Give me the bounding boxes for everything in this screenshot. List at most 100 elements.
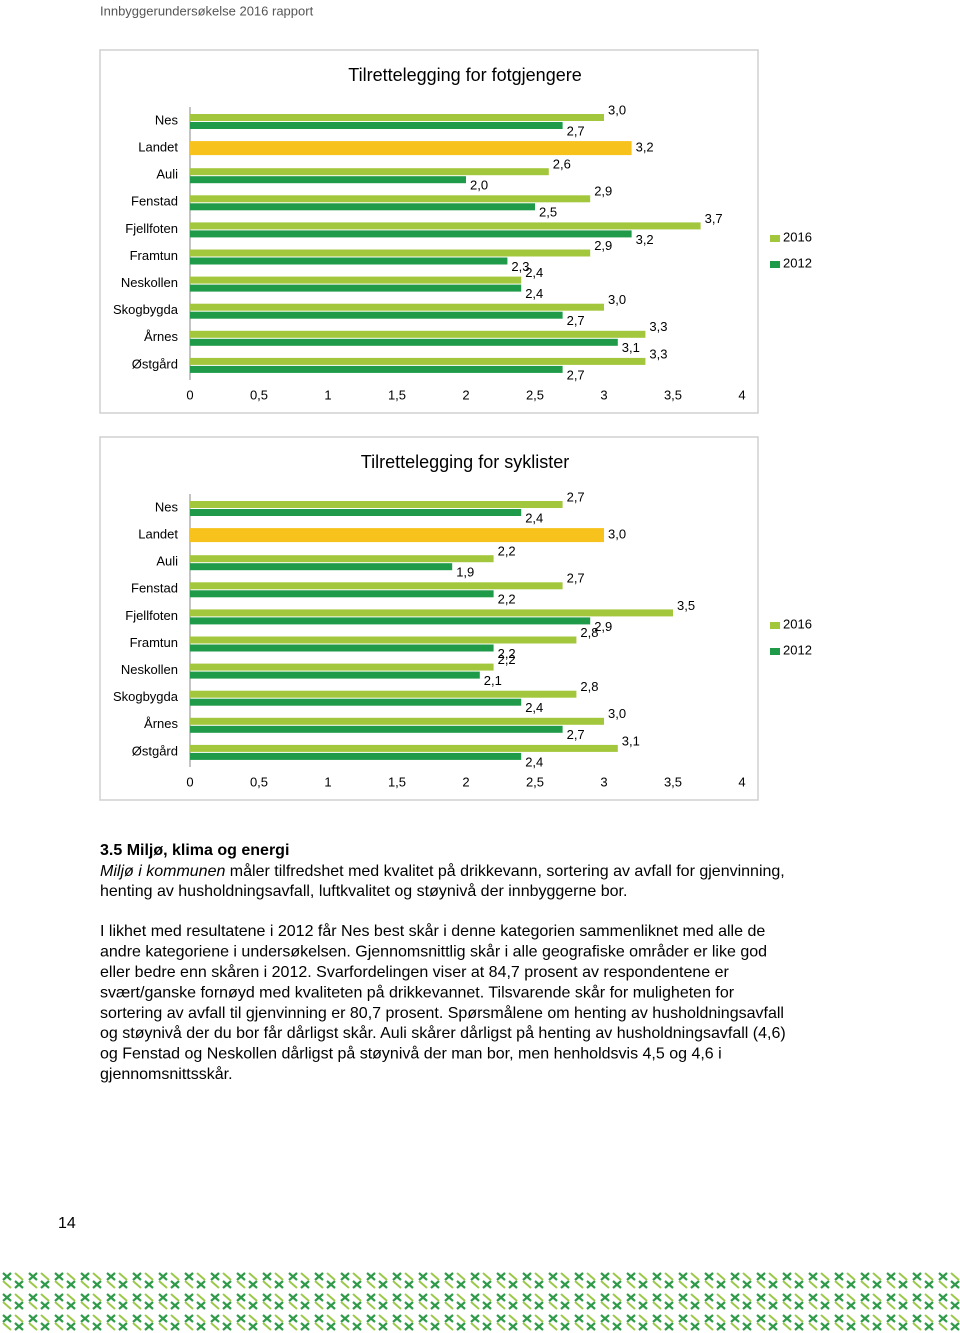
- bar: [190, 257, 508, 265]
- x-tick-label: 1,5: [388, 387, 406, 402]
- bar: [190, 582, 563, 590]
- chart-title: Tilrettelegging for syklister: [361, 452, 569, 472]
- value-label: 2,4: [525, 265, 543, 280]
- value-label: 3,0: [608, 102, 626, 117]
- bar: [190, 717, 604, 725]
- bar: [190, 311, 563, 319]
- bar: [190, 617, 591, 625]
- value-label: 2,2: [498, 592, 516, 607]
- chart-title: Tilrettelegging for fotgjengere: [348, 65, 581, 85]
- bar: [190, 555, 494, 563]
- category-label: Nes: [155, 499, 179, 514]
- value-label: 2,2: [498, 646, 516, 661]
- x-tick-label: 0,5: [250, 387, 268, 402]
- body-line: og Fenstad og Neskollen dårligst på støy…: [100, 1045, 722, 1063]
- legend-label: 2016: [783, 229, 812, 244]
- page-number: 14: [58, 1215, 76, 1232]
- legend-swatch: [770, 235, 780, 242]
- category-label: Nes: [155, 112, 179, 127]
- bar: [190, 141, 632, 156]
- value-label: 2,2: [498, 544, 516, 559]
- bar: [190, 663, 494, 671]
- bar: [190, 528, 604, 543]
- value-label: 3,0: [608, 706, 626, 721]
- value-label: 3,2: [636, 140, 654, 155]
- value-label: 2,4: [525, 700, 543, 715]
- bar: [190, 725, 563, 733]
- category-label: Framtun: [130, 248, 178, 263]
- x-tick-label: 2: [462, 387, 469, 402]
- x-tick-label: 2,5: [526, 774, 544, 789]
- value-label: 3,3: [649, 346, 667, 361]
- bar: [190, 303, 604, 311]
- bar: [190, 690, 577, 698]
- category-label: Neskollen: [121, 275, 178, 290]
- legend-label: 2012: [783, 642, 812, 657]
- category-label: Fenstad: [131, 194, 178, 209]
- x-tick-label: 3: [600, 387, 607, 402]
- value-label: 3,1: [622, 340, 640, 355]
- category-label: Framtun: [130, 635, 178, 650]
- legend-label: 2016: [783, 616, 812, 631]
- category-label: Årnes: [144, 329, 178, 344]
- legend-swatch: [770, 648, 780, 655]
- x-tick-label: 3: [600, 774, 607, 789]
- x-tick-label: 4: [738, 774, 745, 789]
- value-label: 2,7: [567, 727, 585, 742]
- x-tick-label: 0,5: [250, 774, 268, 789]
- bar: [190, 122, 563, 129]
- value-label: 2,5: [539, 205, 557, 220]
- x-tick-label: 3,5: [664, 387, 682, 402]
- category-label: Skogbygda: [113, 302, 179, 317]
- category-label: Landet: [138, 140, 178, 155]
- category-label: Fenstad: [131, 581, 178, 596]
- footer-pattern: [0, 1270, 960, 1333]
- value-label: 3,1: [622, 733, 640, 748]
- x-tick-label: 3,5: [664, 774, 682, 789]
- bar: [190, 644, 494, 652]
- legend-swatch: [770, 261, 780, 268]
- value-label: 2,2: [498, 652, 516, 667]
- x-tick-label: 2,5: [526, 387, 544, 402]
- category-label: Fjellfoten: [125, 221, 178, 236]
- bar: [190, 249, 591, 257]
- bar: [190, 365, 563, 373]
- body-line: gjennomsnittsskår.: [100, 1065, 233, 1083]
- bar: [190, 609, 673, 617]
- bar: [190, 230, 632, 238]
- bar: [190, 195, 591, 203]
- bar: [190, 338, 618, 346]
- value-label: 3,2: [636, 232, 654, 247]
- body-line: andre kategoriene i undersøkelsen. Gjenn…: [100, 943, 767, 961]
- bar: [190, 357, 646, 365]
- bar: [190, 563, 453, 571]
- value-label: 3,0: [608, 292, 626, 307]
- bar: [190, 222, 701, 230]
- bar: [190, 501, 563, 508]
- bar: [190, 284, 522, 292]
- bar: [190, 698, 522, 706]
- value-label: 2,7: [567, 123, 585, 138]
- x-tick-label: 1: [324, 774, 331, 789]
- intro-line: Miljø i kommunen måler tilfredshet med k…: [100, 862, 785, 880]
- legend-label: 2012: [783, 255, 812, 270]
- intro-text: måler tilfredshet med kvalitet på drikke…: [225, 862, 784, 880]
- x-tick-label: 4: [738, 387, 745, 402]
- category-label: Neskollen: [121, 662, 178, 677]
- section-heading: 3.5 Miljø, klima og energi: [100, 842, 289, 859]
- bar: [190, 744, 618, 752]
- value-label: 2,4: [525, 286, 543, 301]
- value-label: 2,1: [484, 673, 502, 688]
- category-label: Årnes: [144, 716, 178, 731]
- bar: [190, 636, 577, 644]
- value-label: 2,7: [567, 367, 585, 382]
- bar: [190, 114, 604, 121]
- value-label: 3,7: [705, 211, 723, 226]
- body-line: og støynivå der du bor får dårligst skår…: [100, 1024, 786, 1042]
- body-text: I likhet med resultatene i 2012 får Nes …: [100, 922, 786, 1083]
- chart: Tilrettelegging for fotgjengere 0 0,5 1 1,5 2…: [99, 49, 812, 414]
- x-tick-label: 1,5: [388, 774, 406, 789]
- category-label: Fjellfoten: [125, 608, 178, 623]
- value-label: 2,9: [594, 184, 612, 199]
- bar: [190, 276, 522, 284]
